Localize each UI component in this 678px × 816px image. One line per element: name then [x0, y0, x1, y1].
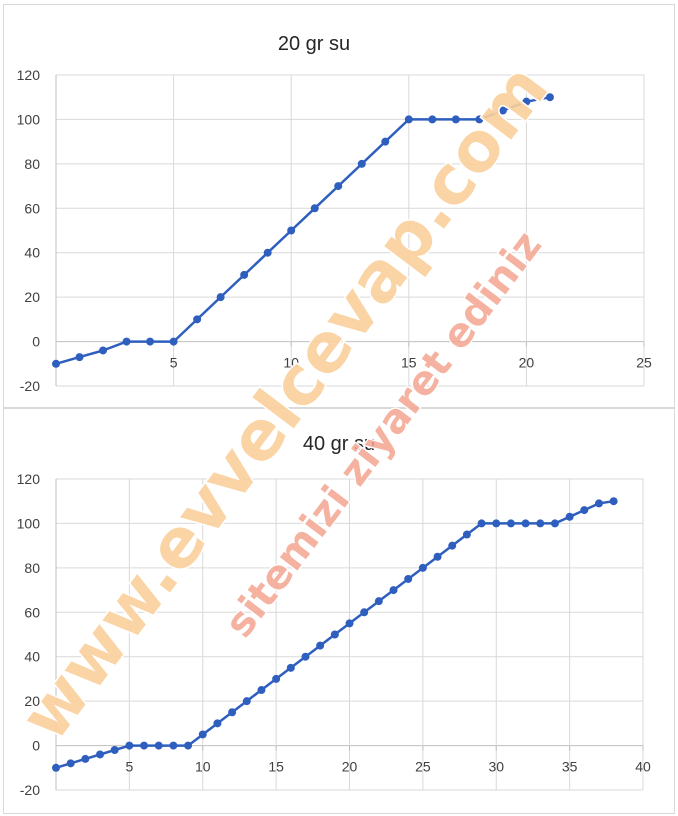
y-tick-label: 40 — [24, 649, 40, 665]
data-point — [550, 519, 559, 528]
chart-panel-40gr: 40 gr su -20 0 20 40 60 80 100 120 5 10 15 20 25 30 35 4… — [3, 408, 675, 814]
data-point — [122, 337, 131, 346]
data-point — [228, 708, 237, 717]
data-point — [310, 204, 319, 213]
y-tick-label: 60 — [24, 200, 40, 216]
x-tick-label: 20 — [342, 759, 358, 775]
y-tick-label: -20 — [20, 378, 40, 394]
data-point — [360, 608, 369, 617]
data-point — [381, 137, 390, 146]
x-tick-label: 10 — [283, 355, 299, 371]
y-tick-label: 60 — [24, 604, 40, 620]
data-point — [475, 115, 484, 124]
data-point — [287, 226, 296, 235]
y-tick-label: 120 — [17, 471, 41, 487]
data-point — [81, 754, 90, 763]
series-line — [55, 95, 551, 366]
y-tick-label: 20 — [24, 289, 40, 305]
x-tick-label: 15 — [401, 355, 417, 371]
data-point — [242, 697, 251, 706]
x-tick-label: 10 — [195, 759, 211, 775]
data-point — [75, 353, 84, 362]
x-tick-label: 35 — [562, 759, 578, 775]
data-point — [389, 586, 398, 595]
y-tick-label: 0 — [32, 738, 40, 754]
y-tick-label: 20 — [24, 693, 40, 709]
data-point — [506, 519, 515, 528]
data-point — [140, 741, 149, 750]
data-point — [213, 719, 222, 728]
data-point — [477, 519, 486, 528]
data-point — [52, 359, 60, 368]
y-tick-label: 0 — [32, 334, 40, 350]
y-tick-label: 100 — [17, 111, 41, 127]
data-point — [565, 512, 574, 521]
data-point — [448, 541, 457, 550]
y-tick-label: 100 — [17, 515, 41, 531]
data-point — [594, 499, 603, 508]
data-point — [96, 750, 105, 759]
x-tick-label: 5 — [125, 759, 133, 775]
y-tick-label: 120 — [17, 67, 41, 83]
data-point — [198, 730, 207, 739]
data-point — [498, 106, 507, 115]
data-point — [492, 519, 501, 528]
data-point — [146, 337, 155, 346]
chart-title: 40 gr su — [303, 433, 375, 455]
data-point — [404, 115, 413, 124]
data-point — [216, 293, 225, 302]
data-point — [462, 530, 471, 539]
data-point — [263, 248, 272, 257]
x-tick-label: 15 — [268, 759, 284, 775]
y-tick-label: 80 — [24, 560, 40, 576]
data-point — [110, 746, 119, 755]
data-point — [52, 763, 60, 772]
data-point — [66, 759, 75, 768]
data-point — [240, 270, 249, 279]
data-point — [330, 630, 339, 639]
data-point — [418, 563, 427, 572]
x-tick-label: 30 — [488, 759, 504, 775]
data-point — [169, 741, 178, 750]
data-point — [451, 115, 460, 124]
y-tick-label: 40 — [24, 245, 40, 261]
data-point — [404, 574, 413, 583]
data-point — [169, 337, 178, 346]
data-point — [272, 674, 281, 683]
data-point — [536, 519, 545, 528]
data-point — [125, 741, 134, 750]
data-point — [545, 93, 554, 102]
chart-title: 20 gr su — [278, 33, 350, 55]
data-point — [522, 97, 531, 106]
data-point — [301, 652, 310, 661]
y-tick-label: -20 — [20, 782, 40, 798]
data-point — [428, 115, 437, 124]
x-tick-label: 40 — [635, 759, 651, 775]
data-point — [433, 552, 442, 561]
data-point — [316, 641, 325, 650]
y-tick-label: 80 — [24, 156, 40, 172]
data-point — [184, 741, 193, 750]
chart-40gr-su: 40 gr su -20 0 20 40 60 80 100 120 5 10 15 20 25 30 35 4… — [17, 433, 651, 798]
x-tick-label: 25 — [636, 355, 652, 371]
data-point — [193, 315, 202, 324]
x-tick-label: 25 — [415, 759, 431, 775]
chart-20gr-su: 20 gr su -20 0 20 40 60 80 100 120 5 10 15 20 25 — [17, 33, 652, 394]
data-point — [580, 506, 589, 515]
data-point — [357, 159, 366, 168]
data-point — [609, 497, 618, 506]
x-tick-label: 20 — [519, 355, 535, 371]
data-point — [334, 182, 343, 191]
data-point — [286, 663, 295, 672]
data-point — [154, 741, 163, 750]
data-point — [521, 519, 530, 528]
data-point — [345, 619, 354, 628]
data-point — [257, 686, 266, 695]
chart-panel-20gr: 20 gr su -20 0 20 40 60 80 100 120 5 10 15 20 25 — [3, 4, 675, 408]
x-tick-label: 5 — [170, 355, 178, 371]
data-point — [99, 346, 108, 355]
data-point — [374, 597, 383, 606]
